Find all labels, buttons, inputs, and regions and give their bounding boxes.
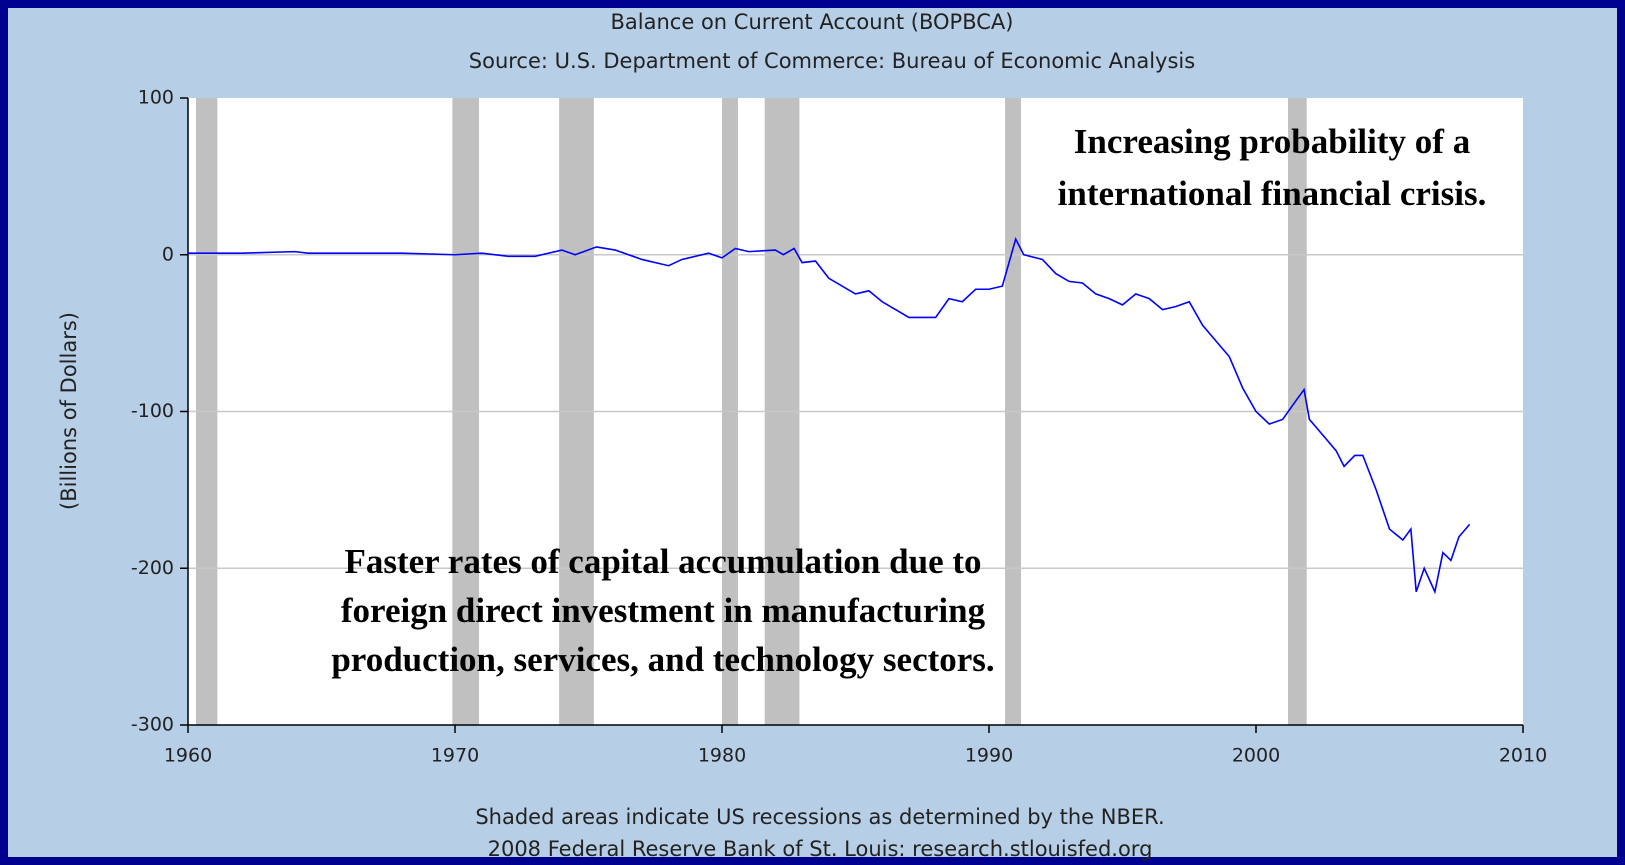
- x-tick-label: 2010: [1499, 745, 1547, 767]
- footnote: 2008 Federal Reserve Bank of St. Louis: …: [488, 837, 1153, 861]
- chart-title: Balance on Current Account (BOPBCA): [611, 10, 1014, 34]
- annotation: international financial crisis.: [1058, 174, 1487, 213]
- y-tick-label: -100: [131, 400, 174, 422]
- footnote: Shaded areas indicate US recessions as d…: [475, 805, 1164, 829]
- x-tick-label: 1970: [431, 745, 479, 767]
- y-tick-label: -200: [131, 557, 174, 579]
- x-tick-label: 1980: [698, 745, 746, 767]
- y-tick-label: 100: [138, 87, 174, 109]
- y-axis-label: (Billions of Dollars): [57, 312, 81, 510]
- annotation: foreign direct investment in manufacturi…: [341, 591, 986, 630]
- y-tick-label: -300: [131, 714, 174, 736]
- y-tick-label: 0: [162, 243, 174, 265]
- annotation: production, services, and technology sec…: [331, 640, 994, 679]
- annotation: Faster rates of capital accumulation due…: [344, 542, 981, 581]
- x-tick-label: 1960: [164, 745, 212, 767]
- x-tick-label: 2000: [1232, 745, 1280, 767]
- data-line: [188, 236, 1471, 595]
- chart-subtitle: Source: U.S. Department of Commerce: Bur…: [469, 49, 1195, 73]
- x-tick-label: 1990: [965, 745, 1013, 767]
- annotation: Increasing probability of a: [1074, 122, 1470, 161]
